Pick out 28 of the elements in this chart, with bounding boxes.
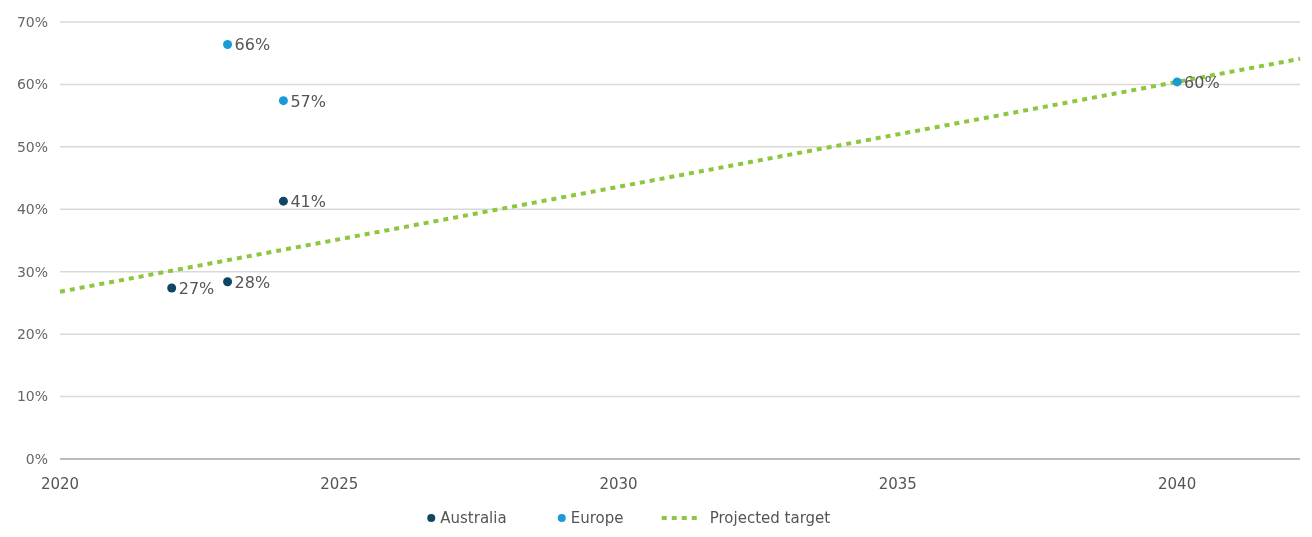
- y-tick-label: 70%: [16, 13, 48, 30]
- legend-label: Europe: [570, 509, 624, 527]
- data-label: 41%: [290, 192, 326, 212]
- point: [278, 96, 288, 106]
- point: [167, 283, 177, 293]
- point: [1172, 77, 1182, 87]
- data-label: 66%: [234, 35, 271, 55]
- y-tick-label: 60%: [16, 76, 48, 93]
- x-tick-label: 2040: [1158, 475, 1197, 493]
- data-label: 28%: [234, 272, 271, 292]
- y-tick-label: 10%: [16, 388, 48, 405]
- x-tick-label: 2020: [40, 475, 80, 493]
- legend-label: Australia: [440, 509, 507, 527]
- x-tick-label: 2030: [599, 475, 638, 493]
- data-label: 27%: [178, 278, 215, 298]
- y-tick-label: 0%: [25, 450, 48, 467]
- data-label: 60%: [1184, 72, 1220, 92]
- y-tick-label: 20%: [16, 326, 48, 343]
- legend-label: Projected target: [709, 509, 831, 527]
- point: [223, 277, 233, 287]
- x-tick-label: 2025: [320, 475, 359, 493]
- point: [278, 196, 288, 206]
- y-tick-label: 50%: [16, 138, 48, 155]
- y-tick-label: 30%: [16, 263, 48, 280]
- data-label: 57%: [290, 91, 326, 111]
- y-tick-label: 40%: [16, 201, 48, 218]
- x-tick-label: 2035: [878, 475, 917, 493]
- point: [223, 39, 233, 49]
